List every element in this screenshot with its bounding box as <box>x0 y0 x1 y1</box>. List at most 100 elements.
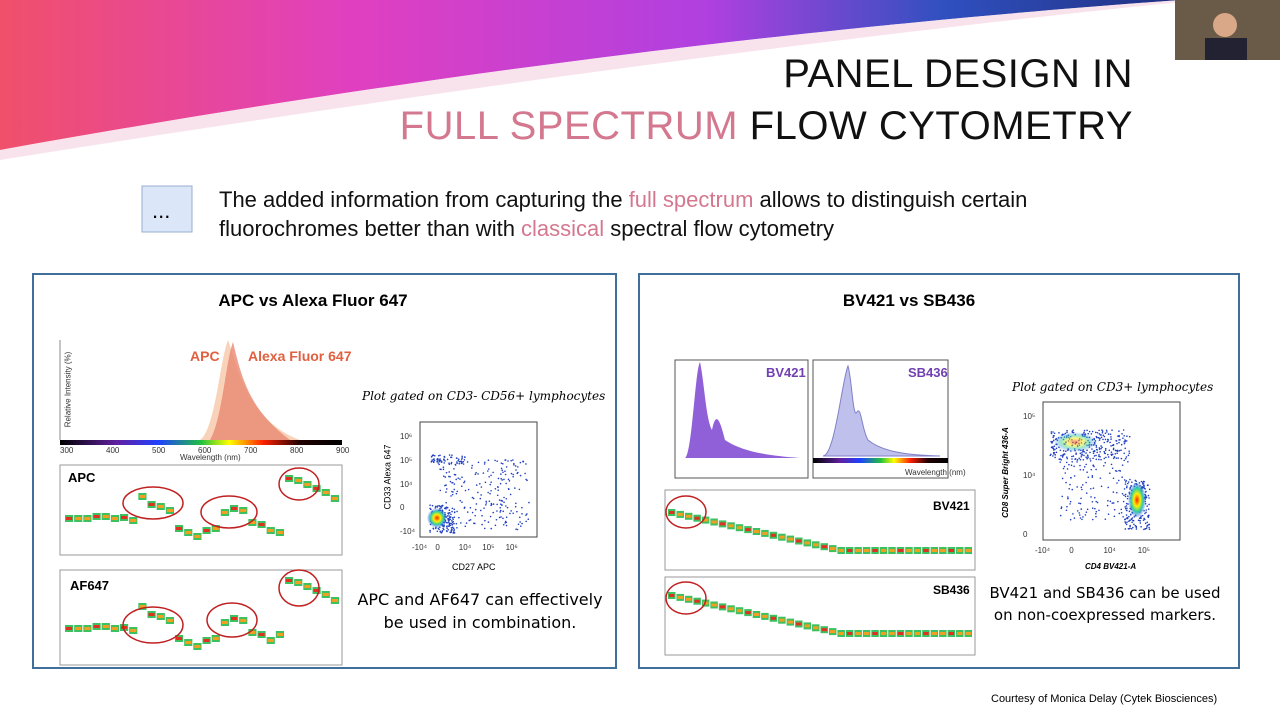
scatter-dot <box>499 511 501 513</box>
channel-cell <box>965 549 971 552</box>
channel-label: BV421 <box>933 499 970 513</box>
scatter-dot <box>448 519 450 522</box>
scatter-dot <box>1118 449 1121 452</box>
scatter-dot <box>451 507 454 510</box>
scatter-dot <box>1125 456 1128 458</box>
channel-cell <box>821 628 827 632</box>
scatter-dot <box>1125 523 1128 526</box>
scatter-dot <box>1102 438 1104 441</box>
scatter-dot <box>1107 433 1110 435</box>
scatter-dot <box>442 527 444 530</box>
scatter-dot <box>1065 481 1067 484</box>
scatter-dot <box>1085 481 1087 484</box>
scatter-dot <box>510 510 512 512</box>
scatter-dot <box>521 512 523 515</box>
scatter-dot <box>1110 436 1112 438</box>
scatter-dot <box>1146 521 1149 524</box>
scatter-dot <box>477 491 479 494</box>
scatter-dot <box>500 503 502 505</box>
channel-cell <box>157 505 164 508</box>
scatter-dot <box>1122 429 1125 431</box>
scatter-dot <box>488 475 491 478</box>
scatter-dot <box>442 466 445 469</box>
scatter-dot <box>1104 432 1107 435</box>
scatter-dot <box>443 458 445 461</box>
scatter-dot <box>1079 502 1082 505</box>
scatter-dot <box>501 500 504 502</box>
scatter-dot <box>1147 514 1150 517</box>
channel-cell <box>931 632 938 635</box>
scatter-dot <box>464 525 467 528</box>
spectrum-bar <box>813 458 948 463</box>
scatter-dot <box>516 466 519 468</box>
channel-cell <box>745 611 751 615</box>
scatter-dot <box>429 504 431 506</box>
scatter-dot <box>1095 515 1097 518</box>
scatter-dot <box>1143 528 1145 531</box>
tick-label: 800 <box>290 446 304 455</box>
scatter-dot <box>440 468 442 471</box>
scatter-dot <box>1124 457 1127 460</box>
scatter-dot <box>509 512 511 515</box>
channel-cell <box>176 527 183 530</box>
spectrum-sb436 <box>822 364 941 457</box>
channel-cell <box>796 539 802 543</box>
scatter-dot <box>433 455 436 457</box>
scatter-dot <box>464 489 467 492</box>
channel-cell <box>821 545 827 549</box>
scatter-dot <box>515 502 517 505</box>
scatter-dot <box>1101 430 1104 432</box>
tick-label: 10⁴ <box>400 479 413 489</box>
scatter-dot <box>1104 438 1107 441</box>
scatter-dot <box>1098 458 1100 461</box>
scatter-dot <box>1076 458 1079 461</box>
scatter-dot <box>1131 521 1133 524</box>
scatter-dot <box>496 503 498 506</box>
scatter-dot <box>505 505 507 507</box>
scatter-dot <box>502 462 504 465</box>
scatter-dot <box>1080 497 1082 500</box>
scatter-dot <box>437 454 440 457</box>
scatter-dot <box>1128 515 1130 518</box>
text: spectral flow cytometry <box>604 216 835 241</box>
scatter-dot <box>514 465 517 467</box>
scatter-density <box>427 508 447 528</box>
scatter-dot <box>1128 450 1130 452</box>
scatter-dot <box>1148 497 1150 499</box>
scatter-dot <box>447 528 449 531</box>
scatter-dot <box>448 522 451 525</box>
scatter-dot <box>1107 453 1109 456</box>
scatter-dot <box>1120 449 1122 452</box>
scatter-dot <box>1142 480 1145 483</box>
scatter-dot <box>1111 467 1114 470</box>
scatter-dot <box>492 503 495 505</box>
scatter-dot <box>1076 486 1078 488</box>
panel-frame <box>638 273 1240 669</box>
scatter-dot <box>446 525 448 527</box>
scatter-dot <box>445 491 447 493</box>
channel-cell <box>906 632 912 635</box>
scatter-dot <box>1095 446 1098 448</box>
scatter-dot <box>1098 447 1101 449</box>
scatter-dot <box>459 499 462 502</box>
channel-cell <box>185 531 192 534</box>
scatter-dot <box>456 527 458 529</box>
scatter-dot <box>1143 484 1145 487</box>
scatter-dot <box>445 484 447 486</box>
channel-cell <box>148 503 155 506</box>
scatter-dot <box>474 508 477 511</box>
scatter-dot <box>1069 483 1071 486</box>
scatter-dot <box>1124 528 1127 530</box>
scatter-dot <box>1135 528 1138 530</box>
scatter-dot <box>439 489 442 492</box>
scatter-dot <box>1102 434 1105 437</box>
scatter-dot <box>456 461 458 463</box>
scatter-dot <box>448 525 451 527</box>
scatter-dot <box>1069 503 1071 505</box>
scatter-dot <box>490 504 492 507</box>
scatter-dot <box>1114 449 1117 452</box>
tick-label: 0 <box>400 503 405 513</box>
scatter-dot <box>1098 454 1100 456</box>
channel-cell <box>753 530 760 533</box>
